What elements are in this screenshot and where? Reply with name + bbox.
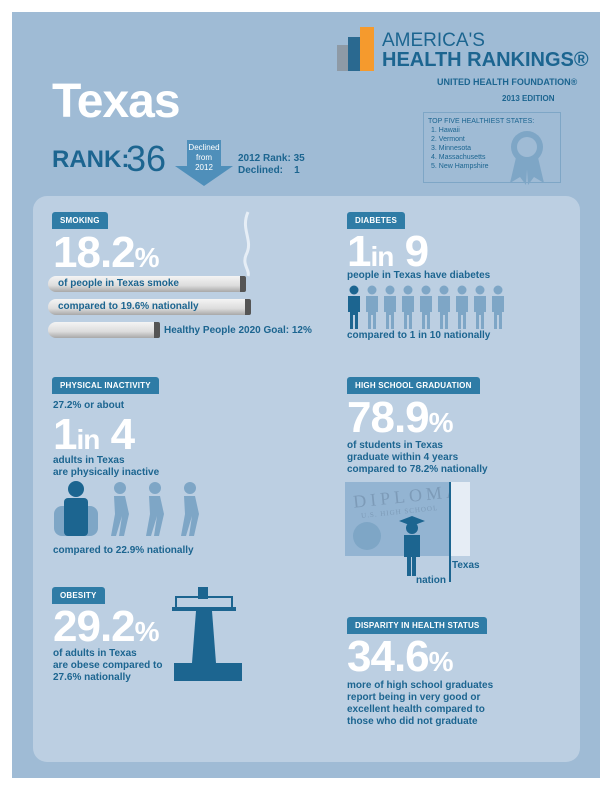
- diabetes-tag: DIABETES: [347, 212, 406, 229]
- person-icon: [419, 285, 433, 329]
- obesity-text: of adults in Texas are obese compared to 2…: [53, 648, 163, 683]
- person-icon: [347, 285, 361, 329]
- top-five-title: TOP FIVE HEALTHIEST STATES:: [428, 118, 535, 125]
- cigarette-national: compared to 19.6% nationally: [48, 299, 251, 315]
- top-five-item: 1. Hawaii: [431, 127, 460, 134]
- scale-icon: [172, 587, 242, 681]
- graduation-value: 78.9%: [347, 393, 454, 442]
- person-icon: [365, 285, 379, 329]
- declined-label: Declined:: [238, 165, 284, 176]
- obesity-value: 29.2%: [53, 602, 160, 651]
- diabetes-people: [347, 285, 512, 329]
- diabetes-compare: compared to 1 in 10 nationally: [347, 330, 491, 341]
- person-icon: [437, 285, 451, 329]
- ribbon-icon: [510, 131, 544, 185]
- declined-value: 1: [294, 165, 300, 176]
- edition: 2013 EDITION: [502, 94, 555, 103]
- state-title: Texas: [52, 75, 181, 128]
- cigarette-texas: of people in Texas smoke: [48, 276, 246, 292]
- arrow-text-3: 2012: [195, 163, 213, 172]
- rank-label: RANK:: [52, 146, 130, 173]
- texas-bar: [450, 482, 470, 556]
- person-icon: [473, 285, 487, 329]
- graduate-icon: [399, 516, 425, 576]
- prev-rank-value: 35: [293, 153, 305, 164]
- smoking-goal: Healthy People 2020 Goal: 12%: [164, 325, 312, 336]
- seal-icon: [353, 522, 381, 550]
- texas-label: Texas: [452, 560, 480, 571]
- smoking-value: 18.2%: [53, 228, 160, 277]
- diploma: DIPLOMA U.S. HIGH SCHOOL: [345, 480, 464, 576]
- person-icon: [401, 285, 415, 329]
- person-icon: [383, 285, 397, 329]
- diabetes-ratio: 1in 9: [347, 227, 429, 276]
- arrow-text-1: Declined: [188, 143, 220, 152]
- inactivity-compare: compared to 22.9% nationally: [53, 545, 194, 556]
- top-five-item: 3. Minnesota: [431, 145, 472, 152]
- logo-line1: AMERICA'S: [382, 30, 485, 51]
- smoking-tag: SMOKING: [52, 212, 108, 229]
- disparity-tag: DISPARITY IN HEALTH STATUS: [347, 617, 488, 634]
- inactivity-figures-icon: [54, 481, 199, 536]
- top-five-box: TOP FIVE HEALTHIEST STATES: 1. Hawaii 2.…: [423, 112, 561, 185]
- graduation-tag: HIGH SCHOOL GRADUATION: [347, 377, 480, 394]
- inactivity-tag: PHYSICAL INACTIVITY: [52, 377, 159, 394]
- smoke-icon: [243, 211, 251, 277]
- cigarette-goal: [48, 322, 160, 338]
- person-icon: [491, 285, 505, 329]
- person-icon: [455, 285, 469, 329]
- declined-arrow-icon: Declined from 2012: [175, 140, 233, 186]
- top-five-item: 5. New Hampshire: [431, 163, 489, 170]
- diabetes-text: people in Texas have diabetes: [347, 270, 491, 281]
- graduation-text: of students in Texas graduate within 4 ye…: [347, 440, 488, 475]
- logo-bars-icon: [337, 27, 375, 71]
- inactivity-text: adults in Texas are physically inactive: [53, 455, 160, 478]
- prev-rank-label: 2012 Rank:: [238, 153, 291, 164]
- logo-line2: HEALTH RANKINGS®: [382, 49, 589, 71]
- top-five-item: 4. Massachusetts: [431, 154, 486, 161]
- inactivity-ratio: 1in 4: [53, 410, 135, 459]
- nation-line: [449, 482, 451, 582]
- disparity-value: 34.6%: [347, 632, 454, 681]
- logo-sponsor: UNITED HEALTH FOUNDATION®: [437, 77, 578, 87]
- obesity-tag: OBESITY: [52, 587, 105, 604]
- top-five-item: 2. Vermont: [431, 136, 465, 143]
- arrow-text-2: from: [196, 153, 212, 162]
- rank-value: 36: [126, 138, 167, 179]
- disparity-text: more of high school graduates report bein…: [347, 680, 494, 727]
- nation-label: nation: [416, 575, 446, 586]
- inactivity-pre: 27.2% or about: [53, 400, 125, 411]
